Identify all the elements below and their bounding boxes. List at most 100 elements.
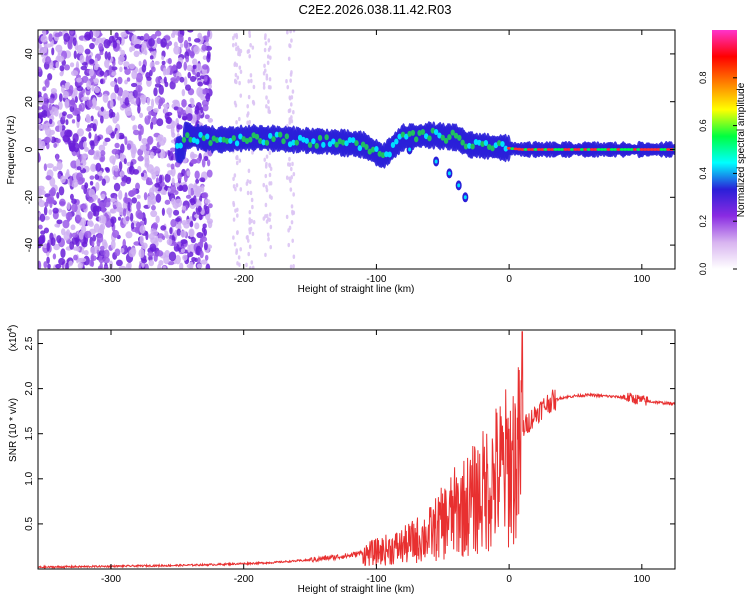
heatmap-cell [194, 170, 200, 180]
heatmap-cell [162, 190, 167, 196]
heatmap-cell [148, 259, 155, 267]
heatmap-cell [135, 182, 140, 191]
heatmap-cell [187, 244, 191, 253]
heatmap-cell [60, 248, 66, 259]
heatmap-cell [38, 224, 43, 230]
heatmap-cell [135, 96, 139, 105]
heatmap-cell [234, 79, 237, 84]
heatmap-cell [291, 161, 294, 167]
heatmap-cell [269, 244, 273, 250]
heatmap-cell [248, 54, 252, 59]
heatmap-cell [236, 230, 239, 235]
heatmap-cell [108, 64, 113, 75]
heatmap-cell [170, 167, 176, 177]
heatmap-cell [71, 203, 78, 213]
heatmap-cell [238, 133, 243, 140]
heatmap-cell [81, 96, 89, 102]
heatmap-cell [116, 111, 120, 122]
heatmap-cell [286, 30, 289, 35]
heatmap-cell [162, 265, 167, 269]
heatmap-cell [139, 144, 147, 151]
heatmap-cell [73, 142, 80, 153]
heatmap-cell [132, 143, 137, 154]
x-tick-label: 0 [506, 274, 512, 285]
heatmap-cell [166, 207, 173, 215]
heatmap-cell [173, 209, 180, 216]
heatmap-cell [107, 51, 111, 61]
heatmap-cell [390, 141, 396, 148]
heatmap-cell [248, 119, 251, 125]
heatmap-cell [64, 98, 70, 109]
heatmap-cell [101, 178, 106, 186]
heatmap-cell [110, 66, 118, 71]
heatmap-cell [197, 35, 204, 45]
heatmap-cell [187, 36, 192, 42]
heatmap-cell [92, 234, 97, 242]
x-tick-label: -100 [366, 274, 386, 285]
heatmap-cell [245, 262, 248, 268]
heatmap-cell [38, 118, 42, 124]
heatmap-cell [158, 84, 164, 95]
heatmap-cell [642, 148, 648, 151]
heatmap-cell [203, 75, 208, 82]
heatmap-cell [170, 147, 176, 153]
heatmap-cell [81, 136, 87, 143]
heatmap-cell [48, 209, 53, 215]
heatmap-cell [149, 55, 154, 60]
heatmap-cell [114, 84, 119, 94]
heatmap-cell [443, 137, 449, 144]
heatmap-cell [194, 257, 198, 263]
heatmap-cell [70, 98, 75, 108]
heatmap-cell [202, 55, 207, 60]
heatmap-cell [171, 177, 175, 186]
heatmap-cell [110, 92, 117, 102]
heatmap-cell [71, 232, 79, 238]
heatmap-cell [161, 235, 166, 241]
heatmap-cell [91, 84, 95, 92]
heatmap-cell [400, 131, 406, 138]
heatmap-cell [99, 245, 105, 252]
heatmap-cell [334, 141, 339, 148]
heatmap-cell [480, 141, 485, 148]
colorbar-tick-label: 0.8 [698, 72, 708, 85]
heatmap-cell [131, 70, 138, 80]
heatmap-cell [286, 162, 290, 167]
heatmap-cell [266, 54, 270, 59]
heatmap-cell [147, 198, 152, 208]
heatmap-cell [109, 155, 116, 164]
heatmap-cell [155, 76, 162, 84]
heatmap-cell [140, 172, 145, 177]
heatmap-cell [410, 129, 416, 136]
heatmap-cell [236, 207, 239, 213]
heatmap-cell [50, 237, 56, 247]
heatmap-cell [76, 246, 80, 252]
heatmap-cell [264, 41, 268, 46]
figure-title: C2E2.2026.038.11.42.R03 [299, 2, 452, 17]
heatmap-cell [153, 166, 161, 176]
heatmap-cell [337, 138, 343, 145]
heatmap-cell [267, 109, 271, 114]
heatmap-cell [493, 142, 499, 149]
heatmap-cell [62, 90, 69, 99]
heatmap-cell [66, 113, 73, 119]
heatmap-cell [120, 247, 125, 254]
heatmap-cell [153, 112, 157, 119]
heatmap-cell [233, 242, 237, 247]
heatmap-cell [77, 262, 84, 269]
heatmap-cell [408, 147, 412, 152]
heatmap-cell [246, 111, 250, 116]
heatmap-cell [248, 227, 251, 232]
heatmap-cell [120, 181, 126, 187]
heatmap-cell [173, 241, 178, 247]
heatmap-cell [68, 85, 74, 94]
heatmap-cell [72, 133, 79, 143]
heatmap-cell [166, 42, 170, 50]
heatmap-cell [447, 171, 451, 176]
heatmap-cell [246, 104, 250, 109]
heatmap-cell [196, 86, 203, 97]
heatmap-cell [44, 78, 50, 88]
heatmap-cell [262, 85, 266, 90]
heatmap-cell [189, 229, 194, 238]
heatmap-cell [149, 187, 155, 197]
heatmap-cell [106, 197, 111, 203]
